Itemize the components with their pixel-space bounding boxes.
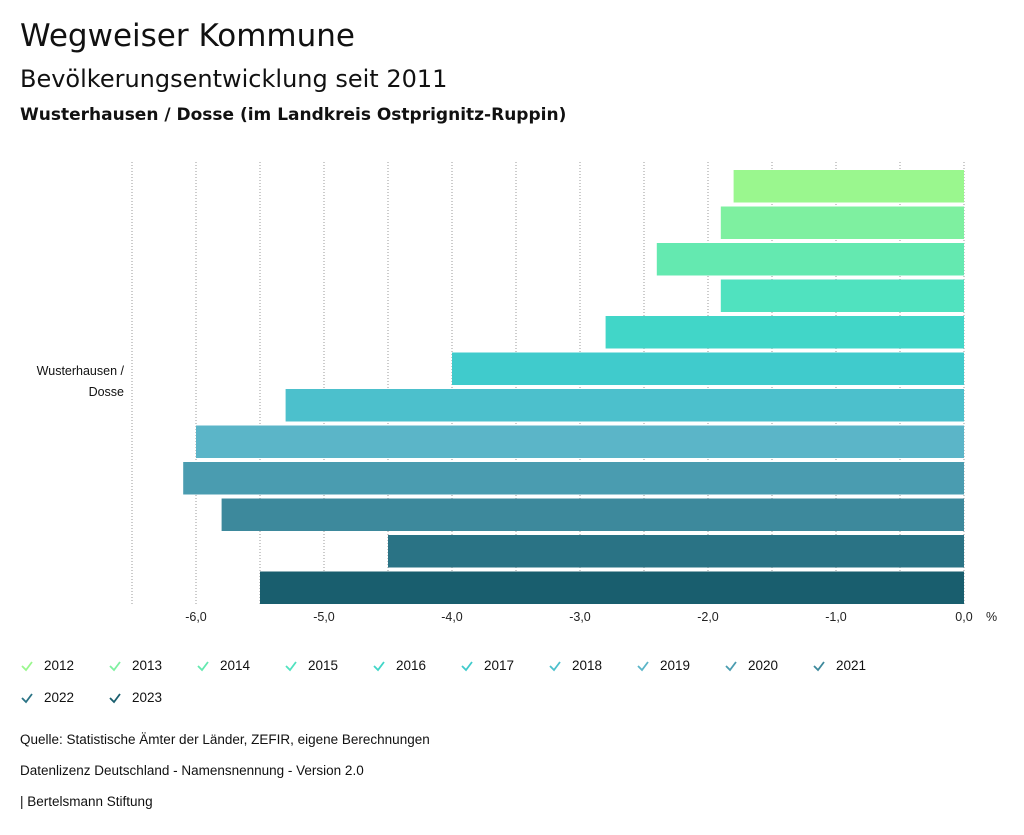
source-note: Quelle: Statistische Ämter der Länder, Z…	[20, 732, 430, 747]
category-label: Wusterhausen / Dosse	[37, 361, 124, 403]
bar-2022	[388, 535, 964, 568]
legend-label: 2015	[308, 658, 339, 673]
bar-2013	[720, 206, 964, 239]
legend-item-2015[interactable]: 2015	[284, 658, 338, 673]
legend-label: 2021	[836, 658, 867, 673]
tick-label: -2,0	[697, 610, 719, 624]
bar-2018	[285, 389, 965, 422]
legend-label: 2017	[484, 658, 515, 673]
page-title: Wegweiser Kommune	[20, 18, 355, 54]
bar-2016	[605, 316, 964, 349]
checkmark-icon	[21, 660, 33, 671]
legend-item-2017[interactable]: 2017	[460, 658, 514, 673]
legend-label: 2020	[748, 658, 779, 673]
legend-label: 2012	[44, 658, 75, 673]
checkmark-icon	[549, 660, 561, 671]
tick-label: -3,0	[569, 610, 591, 624]
tick-label: 0,0	[955, 610, 972, 624]
category-label-line-2: Dosse	[88, 385, 124, 399]
checkmark-icon	[813, 660, 825, 671]
legend-item-2012[interactable]: 2012	[20, 658, 74, 673]
checkmark-icon	[637, 660, 649, 671]
license-note: Datenlizenz Deutschland - Namensnennung …	[20, 763, 364, 778]
legend-label: 2023	[132, 690, 163, 705]
bar-2017	[452, 352, 964, 385]
bar-2015	[720, 279, 964, 312]
legend-label: 2022	[44, 690, 75, 705]
category-label-line-1: Wusterhausen /	[36, 364, 124, 378]
legend-item-2016[interactable]: 2016	[372, 658, 426, 673]
tick-label: -4,0	[441, 610, 463, 624]
axis-unit: %	[986, 610, 997, 624]
checkmark-icon	[285, 660, 297, 671]
checkmark-icon	[197, 660, 209, 671]
bar-2019	[196, 425, 964, 458]
legend-item-2023[interactable]: 2023	[108, 690, 162, 705]
legend-item-2014[interactable]: 2014	[196, 658, 250, 673]
chart-subtitle: Bevölkerungsentwicklung seit 2011	[20, 65, 448, 93]
legend-label: 2016	[396, 658, 427, 673]
checkmark-icon	[109, 692, 121, 703]
legend-label: 2018	[572, 658, 603, 673]
checkmark-icon	[21, 692, 33, 703]
bar-2021	[221, 498, 965, 531]
bar-2014	[656, 243, 964, 276]
bar-2023	[260, 571, 964, 604]
legend-label: 2019	[660, 658, 691, 673]
legend-item-2019[interactable]: 2019	[636, 658, 690, 673]
tick-label: -6,0	[185, 610, 207, 624]
tick-label: -1,0	[825, 610, 847, 624]
legend-label: 2013	[132, 658, 163, 673]
legend-item-2020[interactable]: 2020	[724, 658, 778, 673]
checkmark-icon	[373, 660, 385, 671]
bar-chart: -6,0 -5,0 -4,0 -3,0 -2,0 -1,0 0,0%	[131, 162, 997, 624]
legend-item-2022[interactable]: 2022	[20, 690, 74, 705]
tick-label: -5,0	[313, 610, 335, 624]
checkmark-icon	[461, 660, 473, 671]
bar-2020	[183, 462, 964, 495]
legend-item-2021[interactable]: 2021	[812, 658, 866, 673]
region-title: Wusterhausen / Dosse (im Landkreis Ostpr…	[20, 105, 567, 125]
checkmark-icon	[109, 660, 121, 671]
publisher-note: | Bertelsmann Stiftung	[20, 794, 153, 809]
checkmark-icon	[725, 660, 737, 671]
legend-label: 2014	[220, 658, 251, 673]
legend-item-2013[interactable]: 2013	[108, 658, 162, 673]
bar-2012	[733, 170, 964, 203]
legend-item-2018[interactable]: 2018	[548, 658, 602, 673]
